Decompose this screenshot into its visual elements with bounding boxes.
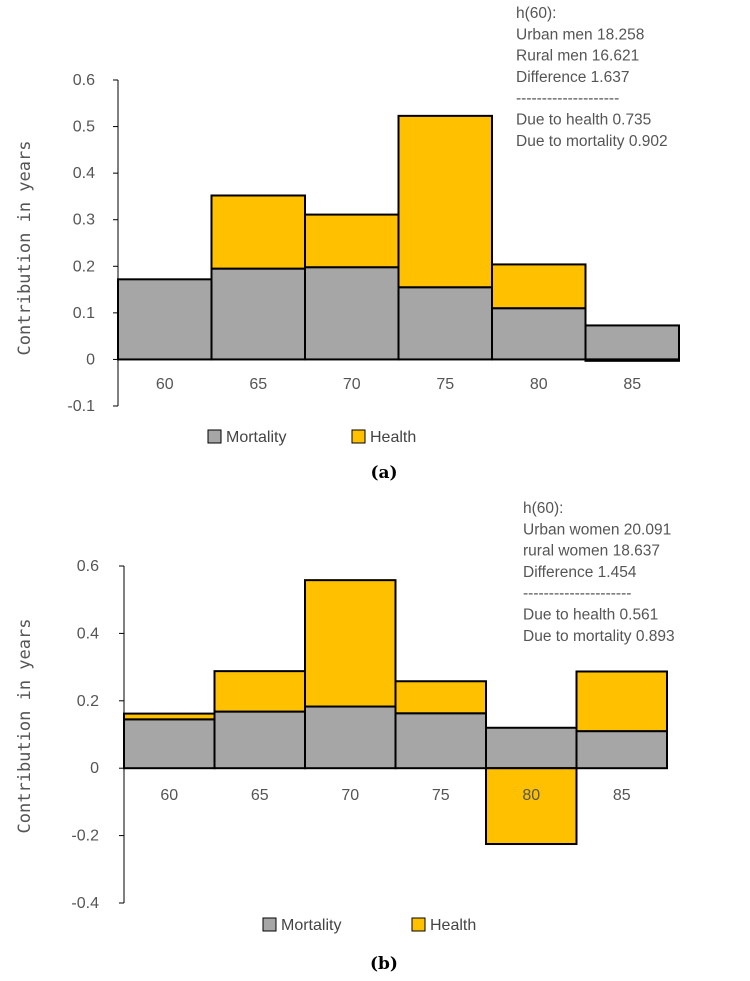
bar-health-65 <box>210 194 306 270</box>
y-tick-label: 0.1 <box>73 305 95 322</box>
bar-health-70 <box>304 213 400 269</box>
bar-mortality-80 <box>485 726 578 770</box>
y-tick-label: 0.2 <box>77 693 99 710</box>
panel-caption: (b) <box>370 954 398 974</box>
y-axis-title: Contribution in years <box>15 141 35 356</box>
legend-swatch-mortality <box>262 917 277 932</box>
annotation-line: --------------------- <box>523 585 631 602</box>
y-tick-label: 0.4 <box>77 625 99 642</box>
x-tick-label: 85 <box>623 376 641 393</box>
y-tick-label: 0.5 <box>73 119 95 136</box>
y-tick-label: 0 <box>90 760 99 777</box>
x-tick-label: 60 <box>156 376 174 393</box>
bar-mortality-80 <box>491 307 587 361</box>
x-tick-label: 75 <box>432 787 450 804</box>
annotation-line: h(60): <box>523 500 564 517</box>
bar-health-65 <box>213 670 306 713</box>
bar-mortality-75 <box>394 712 487 770</box>
legend-swatch-mortality <box>207 429 222 444</box>
legend-label-mortality: Mortality <box>226 429 286 446</box>
annotation-line: Due to mortality 0.893 <box>523 628 675 645</box>
annotation-line: -------------------- <box>516 90 619 107</box>
annotation-line: Due to mortality 0.902 <box>516 133 668 150</box>
legend-swatch-health <box>351 429 366 444</box>
annotation-line: Urban women 20.091 <box>523 521 671 538</box>
y-tick-label: 0.6 <box>73 72 95 89</box>
y-tick-label: 0.2 <box>73 258 95 275</box>
annotation-line: Due to health 0.561 <box>523 607 658 624</box>
x-tick-label: 75 <box>436 376 454 393</box>
bar-health-75 <box>394 680 487 715</box>
x-tick-label: 70 <box>343 376 361 393</box>
bar-mortality-75 <box>397 286 493 361</box>
legend-label-health: Health <box>430 917 476 934</box>
bar-mortality-85 <box>584 324 680 361</box>
legend-label-mortality: Mortality <box>281 917 341 934</box>
bar-health-75 <box>397 114 493 289</box>
bar-mortality-65 <box>210 267 306 361</box>
legend-label-health: Health <box>370 429 416 446</box>
bar-health-85 <box>575 670 668 733</box>
x-tick-label: 60 <box>160 787 178 804</box>
legend-swatch-health <box>411 917 426 932</box>
bar-mortality-60 <box>123 718 216 770</box>
x-tick-label: 85 <box>613 787 631 804</box>
x-tick-label: 70 <box>341 787 359 804</box>
chart-panel-b: -0.4 -0.2 0 0.2 0.4 0.6 Contribution in years 6… <box>15 500 675 974</box>
annotation-line: Urban men 18.258 <box>516 26 644 43</box>
bar-mortality-60 <box>117 278 213 361</box>
bar-mortality-70 <box>304 705 397 770</box>
x-tick-label: 80 <box>530 376 548 393</box>
bar-mortality-70 <box>304 266 400 361</box>
x-tick-label: 65 <box>251 787 269 804</box>
x-tick-label: 65 <box>249 376 267 393</box>
y-tick-label: 0 <box>86 351 95 368</box>
annotation-line: rural women 18.637 <box>523 543 660 560</box>
annotation-line: h(60): <box>516 5 557 22</box>
chart-panel-a: -0.1 0 0.1 0.2 0.3 0.4 0.5 0.6 Contribution in y… <box>15 5 680 483</box>
annotation-line: Rural men 16.621 <box>516 48 639 65</box>
bar-mortality-65 <box>213 710 306 770</box>
bar-health-80 <box>491 263 587 310</box>
annotation-line: Difference 1.454 <box>523 564 637 581</box>
y-tick-label: 0.4 <box>73 165 95 182</box>
y-tick-label: 0.3 <box>73 212 95 229</box>
bar-health-80 <box>485 767 578 846</box>
bar-health-60 <box>123 712 216 721</box>
y-tick-label: -0.4 <box>71 895 99 912</box>
y-tick-label: -0.1 <box>67 398 95 415</box>
annotation-line: Due to health 0.735 <box>516 112 651 129</box>
y-tick-label: 0.6 <box>77 558 99 575</box>
annotation-line: Difference 1.637 <box>516 69 629 86</box>
x-tick-label: 80 <box>522 787 540 804</box>
panel-caption: (a) <box>370 463 397 483</box>
bar-mortality-85 <box>575 730 668 770</box>
y-axis-title: Contribution in years <box>15 619 35 834</box>
y-tick-label: -0.2 <box>71 828 99 845</box>
bar-health-70 <box>304 579 397 708</box>
